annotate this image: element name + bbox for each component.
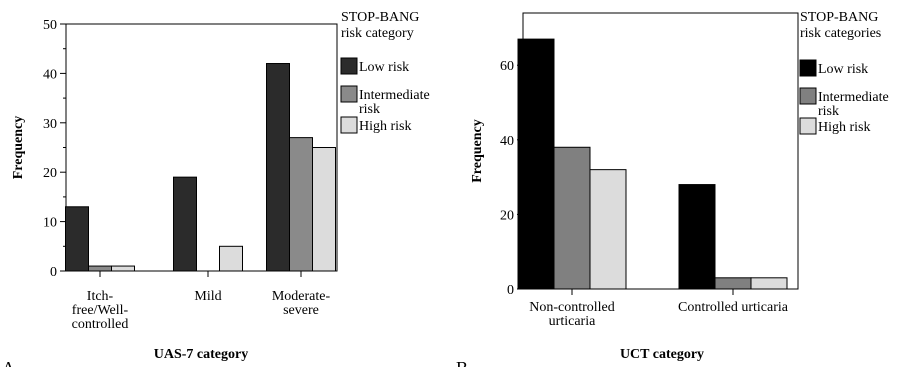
y-tick-label: 40 [500,134,514,149]
y-tick-label: 60 [500,59,514,74]
bar-1-0 [173,176,197,272]
panel-label: B [456,358,468,367]
legend-title: risk category [341,26,414,41]
category-label: severe [283,303,319,318]
legend-swatch-0 [799,59,817,77]
legend-swatch-2 [340,116,358,134]
bar-0-2 [589,169,627,290]
bar-2-2 [312,147,336,272]
y-tick-label: 40 [43,67,57,82]
bar-2-0 [266,63,290,272]
legend-swatch-1 [799,87,817,105]
bar-1-2 [219,245,243,272]
x-axis-label: UCT category [620,347,704,362]
bar-0-0 [517,38,555,290]
legend-label: Intermediate [818,90,889,105]
category-label: urticaria [549,314,596,329]
legend-label: Low risk [818,62,868,77]
bar-0-0 [65,206,89,272]
panel-label: A [2,358,15,367]
y-tick-label: 10 [43,216,57,231]
legend-title: STOP-BANG [341,10,419,25]
y-axis-label: Frequency [470,119,485,183]
category-label: free/Well- [72,303,129,318]
legend-label: risk [818,104,839,119]
category-label: Mild [194,289,221,304]
x-axis-label: UAS-7 category [154,347,248,362]
y-tick-label: 50 [43,18,57,33]
y-axis-label: Frequency [11,116,26,180]
legend-label: Low risk [359,60,409,75]
y-tick-label: 20 [43,166,57,181]
bar-2-1 [289,137,313,272]
bar-0-1 [88,265,112,272]
y-tick-label: 0 [507,283,514,298]
bar-1-1 [714,277,752,290]
bar-1-2 [750,277,788,290]
legend-title: STOP-BANG [800,10,878,25]
category-label: Non-controlled [529,300,615,315]
legend-label: High risk [359,119,412,134]
category-label: Itch- [87,289,114,304]
legend-swatch-2 [799,117,817,135]
legend-title: risk categories [800,26,881,41]
bar-1-0 [678,184,716,290]
y-tick-label: 0 [50,265,57,280]
legend-label: High risk [818,120,871,135]
category-label: Controlled urticaria [678,300,789,315]
category-label: controlled [72,317,129,332]
bar-0-2 [111,265,135,272]
legend-swatch-1 [340,85,358,103]
category-label: Moderate- [272,289,331,304]
y-tick-label: 20 [500,208,514,223]
legend-label: risk [359,102,380,117]
y-tick-label: 30 [43,117,57,132]
bar-0-1 [553,146,591,290]
legend-swatch-0 [340,57,358,75]
legend-label: Intermediate [359,88,430,103]
